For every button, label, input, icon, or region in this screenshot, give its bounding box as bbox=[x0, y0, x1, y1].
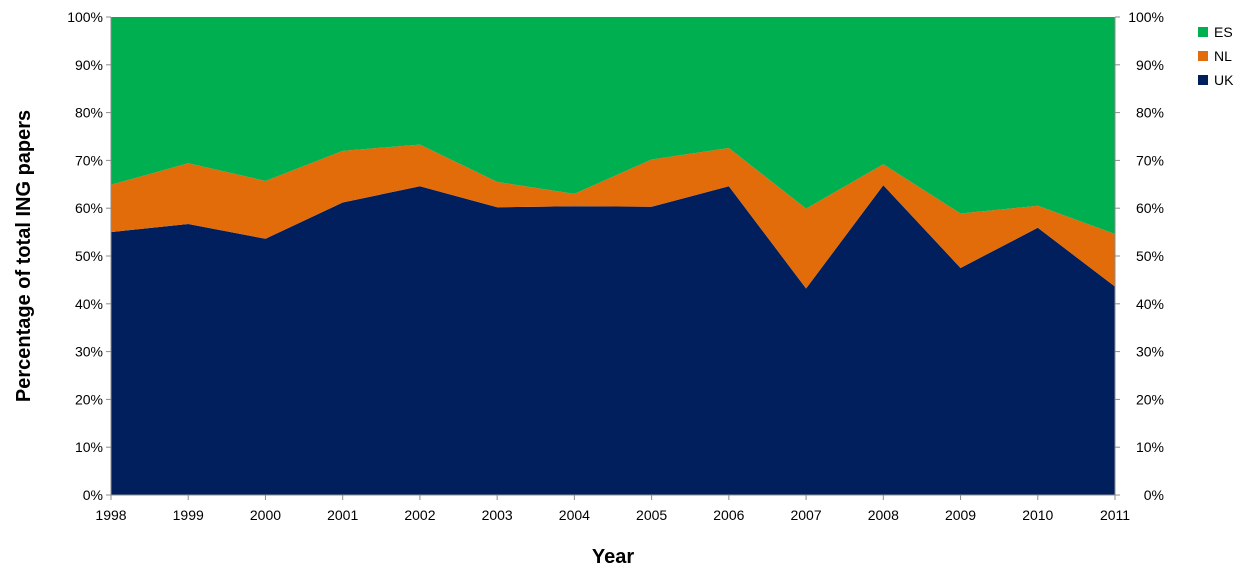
right-tick-label: 50% bbox=[1136, 248, 1164, 264]
x-tick-label: 2000 bbox=[250, 507, 281, 523]
left-tick-label: 20% bbox=[75, 391, 103, 407]
area-nl bbox=[111, 144, 1115, 289]
right-tick-label: 90% bbox=[1136, 57, 1164, 73]
x-tick-label: 1999 bbox=[173, 507, 204, 523]
right-y-tick-labels: 0% 10% 20% 30% 40% 50% 60% 70% 80% 90% 100% bbox=[1115, 9, 1164, 503]
left-tick-label: 10% bbox=[75, 439, 103, 455]
right-tick-label: 10% bbox=[1136, 439, 1164, 455]
area-es bbox=[111, 17, 1115, 235]
x-tick-label: 1998 bbox=[95, 507, 126, 523]
right-tick-label: 0% bbox=[1144, 487, 1164, 503]
left-y-tick-labels: 0% 10% 20% 30% 40% 50% 60% 70% 80% 90% 100% bbox=[67, 9, 111, 503]
legend: ES NL UK bbox=[1198, 24, 1234, 88]
area-uk bbox=[111, 185, 1115, 495]
legend-label-nl: NL bbox=[1214, 48, 1232, 64]
legend-swatch-es bbox=[1198, 27, 1208, 37]
right-tick-label: 40% bbox=[1136, 296, 1164, 312]
left-tick-label: 60% bbox=[75, 200, 103, 216]
right-tick-label: 60% bbox=[1136, 200, 1164, 216]
legend-label-uk: UK bbox=[1214, 72, 1234, 88]
x-tick-label: 2008 bbox=[868, 507, 899, 523]
left-tick-label: 80% bbox=[75, 105, 103, 121]
x-tick-label: 2011 bbox=[1100, 507, 1130, 523]
left-tick-label: 70% bbox=[75, 152, 103, 168]
x-tick-label: 2009 bbox=[945, 507, 976, 523]
x-axis-title: Year bbox=[592, 546, 634, 568]
x-tick-label: 2006 bbox=[713, 507, 744, 523]
x-tick-label: 2003 bbox=[482, 507, 513, 523]
left-tick-label: 90% bbox=[75, 57, 103, 73]
right-tick-label: 80% bbox=[1136, 105, 1164, 121]
x-tick-label: 2007 bbox=[790, 507, 821, 523]
left-tick-label: 50% bbox=[75, 248, 103, 264]
x-tick-label: 2001 bbox=[327, 507, 358, 523]
left-tick-label: 30% bbox=[75, 344, 103, 360]
x-tick-label: 2005 bbox=[636, 507, 667, 523]
right-tick-label: 30% bbox=[1136, 344, 1164, 360]
right-tick-label: 70% bbox=[1136, 152, 1164, 168]
area-series-group bbox=[111, 17, 1115, 495]
left-tick-label: 100% bbox=[67, 9, 103, 25]
left-tick-label: 0% bbox=[83, 487, 103, 503]
x-tick-labels: 1998 1999 2000 2001 2002 2003 2004 2005 2006 2007… bbox=[95, 495, 1130, 523]
right-tick-label: 20% bbox=[1136, 391, 1164, 407]
y-axis-title: Percentage of total ING papers bbox=[13, 110, 35, 402]
legend-label-es: ES bbox=[1214, 24, 1233, 40]
x-tick-label: 2004 bbox=[559, 507, 590, 523]
legend-swatch-uk bbox=[1198, 75, 1208, 85]
left-tick-label: 40% bbox=[75, 296, 103, 312]
right-tick-label: 100% bbox=[1128, 9, 1164, 25]
legend-swatch-nl bbox=[1198, 51, 1208, 61]
x-tick-label: 2010 bbox=[1022, 507, 1053, 523]
x-tick-label: 2002 bbox=[404, 507, 435, 523]
